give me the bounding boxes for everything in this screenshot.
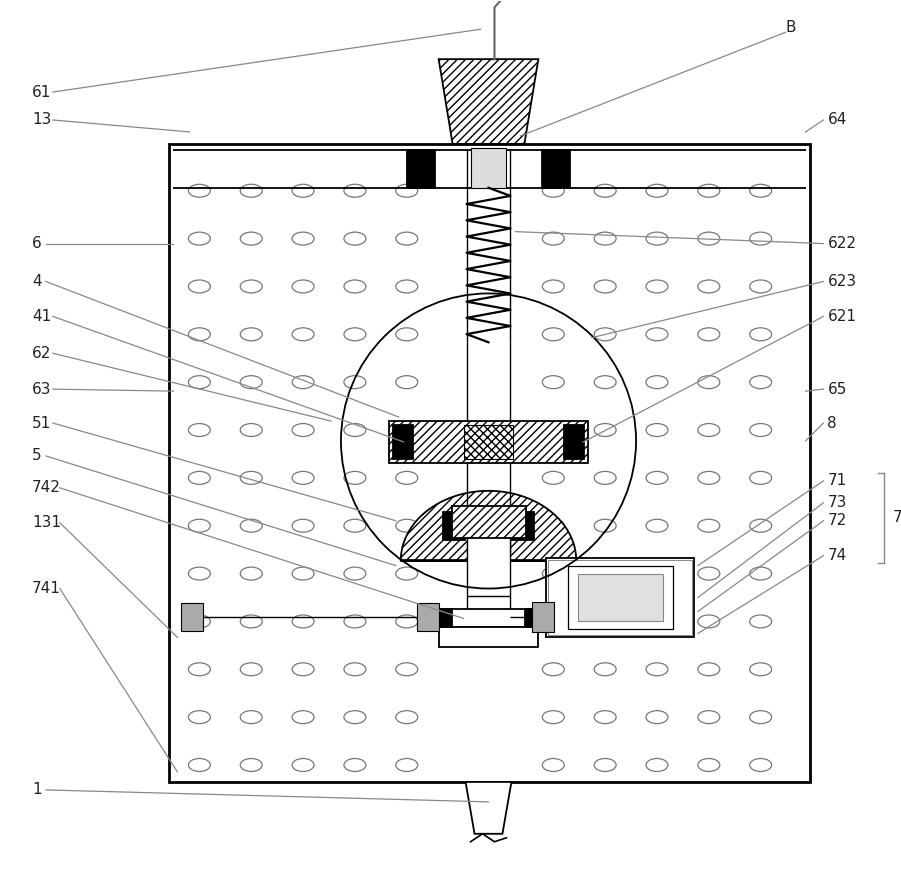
Text: 6: 6 (32, 236, 41, 251)
Bar (417, 604, 439, 631)
Text: 623: 623 (827, 274, 857, 289)
Bar (451, 506, 526, 537)
Text: 1: 1 (32, 782, 41, 798)
Text: 8: 8 (827, 415, 837, 430)
Text: 61: 61 (32, 84, 51, 99)
Bar (470, 148, 506, 188)
Bar (578, 574, 663, 621)
Bar (513, 512, 534, 540)
Text: 51: 51 (32, 415, 51, 430)
Text: 73: 73 (827, 496, 847, 510)
Text: 13: 13 (32, 112, 51, 127)
Text: 742: 742 (32, 480, 60, 496)
Text: 4: 4 (32, 274, 41, 289)
Bar (464, 425, 514, 459)
Text: 41: 41 (32, 309, 51, 324)
Text: B: B (786, 20, 796, 35)
Text: 71: 71 (827, 473, 847, 489)
Bar (439, 627, 539, 647)
Bar (525, 610, 542, 627)
Bar (389, 421, 588, 463)
Polygon shape (439, 59, 539, 144)
Text: 72: 72 (827, 513, 847, 528)
Text: 64: 64 (827, 112, 847, 127)
Text: 5: 5 (32, 449, 41, 463)
Polygon shape (466, 782, 512, 834)
Bar (442, 512, 465, 540)
Bar (406, 150, 434, 188)
Text: 741: 741 (32, 581, 60, 596)
Bar (564, 425, 584, 459)
Bar (467, 526, 511, 596)
Text: 622: 622 (827, 236, 857, 251)
Bar (436, 610, 451, 627)
Text: 131: 131 (32, 516, 61, 530)
Text: 65: 65 (827, 381, 847, 396)
Text: 74: 74 (827, 548, 847, 564)
Text: 63: 63 (32, 381, 51, 396)
Text: 7: 7 (892, 510, 901, 525)
Text: 62: 62 (32, 346, 51, 361)
Bar (542, 150, 570, 188)
Bar (546, 557, 694, 638)
Bar (393, 425, 413, 459)
Text: 621: 621 (827, 309, 857, 324)
Bar (181, 604, 204, 631)
Bar (433, 610, 543, 627)
Bar (169, 144, 809, 782)
Polygon shape (401, 491, 577, 561)
Bar (569, 565, 673, 630)
Bar (549, 560, 692, 635)
Bar (532, 603, 554, 632)
